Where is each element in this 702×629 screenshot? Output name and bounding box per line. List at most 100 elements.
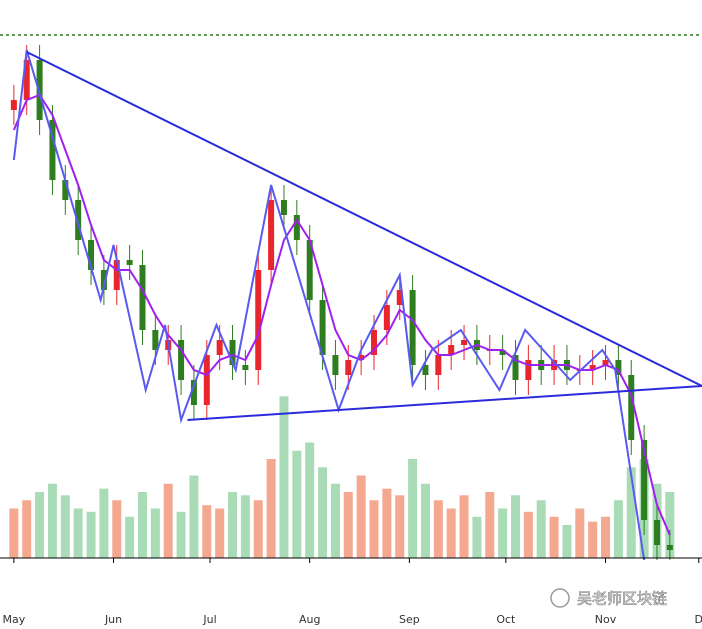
candle-body <box>589 365 596 370</box>
volume-bar <box>626 467 636 558</box>
volume-bar <box>420 483 430 558</box>
candle-body <box>229 340 236 365</box>
volume-bar <box>601 516 611 558</box>
volume-bar <box>343 492 353 558</box>
candle-body <box>306 240 313 300</box>
candle-body <box>62 180 69 200</box>
candle-body <box>461 340 468 345</box>
volume-bar <box>240 495 250 558</box>
volume-bar <box>125 516 135 558</box>
volume-bar <box>99 488 109 558</box>
volume-bar <box>202 505 212 558</box>
volume-bar <box>613 500 623 558</box>
watermark-text: 吴老师区块链 <box>577 590 667 608</box>
volume-bar <box>459 495 469 558</box>
volume-bar <box>253 500 263 558</box>
candle-body <box>448 345 455 355</box>
volume-bar <box>330 483 340 558</box>
candle-body <box>49 120 56 180</box>
x-tick-label: D <box>695 613 702 626</box>
watermark: 吴老师区块链 <box>550 588 667 608</box>
candle-body <box>512 355 519 380</box>
x-tick-label: Nov <box>595 613 617 626</box>
candle-body <box>345 360 352 375</box>
volume-bar <box>446 508 456 558</box>
candle-body <box>216 340 223 355</box>
candle-body <box>332 355 339 375</box>
volume-bar <box>228 492 238 558</box>
volume-bar <box>356 475 366 558</box>
candle-body <box>641 440 648 520</box>
volume-bar <box>485 492 495 558</box>
volume-bar <box>498 508 508 558</box>
x-tick-label: Jun <box>104 613 122 626</box>
candle-body <box>203 355 210 405</box>
candle-body <box>255 270 262 370</box>
volume-bar <box>176 511 186 558</box>
candle-body <box>113 260 120 290</box>
volume-bar <box>60 495 70 558</box>
candle-body <box>178 340 185 380</box>
volume-bar <box>588 521 598 558</box>
x-tick-label: Sep <box>399 613 420 626</box>
candle-body <box>280 200 287 215</box>
zigzag <box>12 49 646 561</box>
volume-layer <box>9 396 675 558</box>
volume-bar <box>665 492 675 558</box>
candle-body <box>242 365 249 370</box>
volume-bar <box>549 516 559 558</box>
x-tick-label: Jul <box>202 613 216 626</box>
volume-bar <box>279 396 289 558</box>
volume-bar <box>163 483 173 558</box>
volume-bar <box>523 511 533 558</box>
candle-body <box>100 270 107 290</box>
candle-body <box>319 300 326 355</box>
x-tick-label: Oct <box>496 613 516 626</box>
volume-bar <box>536 500 546 558</box>
candle-body <box>435 355 442 375</box>
candle-body <box>422 365 429 375</box>
volume-bar <box>47 483 57 558</box>
volume-bar <box>22 500 32 558</box>
candle-body <box>190 380 197 405</box>
candle-body <box>23 60 30 100</box>
candle-body <box>139 265 146 330</box>
volume-bar <box>369 500 379 558</box>
candle-body <box>88 240 95 270</box>
watermark-icon <box>550 588 570 608</box>
volume-bar <box>73 508 83 558</box>
volume-bar <box>189 475 199 558</box>
volume-bar <box>408 459 418 558</box>
volume-bar <box>562 525 572 558</box>
volume-bar <box>215 508 225 558</box>
candle-body <box>409 290 416 365</box>
volume-bar <box>150 508 160 558</box>
candle-body <box>75 200 82 240</box>
volume-bar <box>292 450 302 558</box>
volume-bar <box>433 500 443 558</box>
candle-body <box>628 375 635 440</box>
candle-body <box>268 200 275 270</box>
volume-bar <box>395 495 405 558</box>
candle-body <box>358 355 365 360</box>
volume-bar <box>472 516 482 558</box>
volume-bar <box>305 442 315 558</box>
volume-bar <box>35 492 45 558</box>
trendline <box>187 385 702 421</box>
volume-bar <box>137 492 147 558</box>
candle-body <box>152 330 159 350</box>
candle-body <box>525 360 532 380</box>
volume-bar <box>112 500 122 558</box>
trendline <box>26 51 702 387</box>
x-tick-label: Aug <box>299 613 320 626</box>
moving-average <box>12 93 671 536</box>
candle-body <box>126 260 133 265</box>
price-layer <box>0 34 702 561</box>
candle-body <box>396 290 403 305</box>
volume-bar <box>575 508 585 558</box>
volume-bar <box>318 467 328 558</box>
candle-body <box>293 215 300 240</box>
volume-bar <box>382 488 392 558</box>
candle-body <box>615 360 622 375</box>
